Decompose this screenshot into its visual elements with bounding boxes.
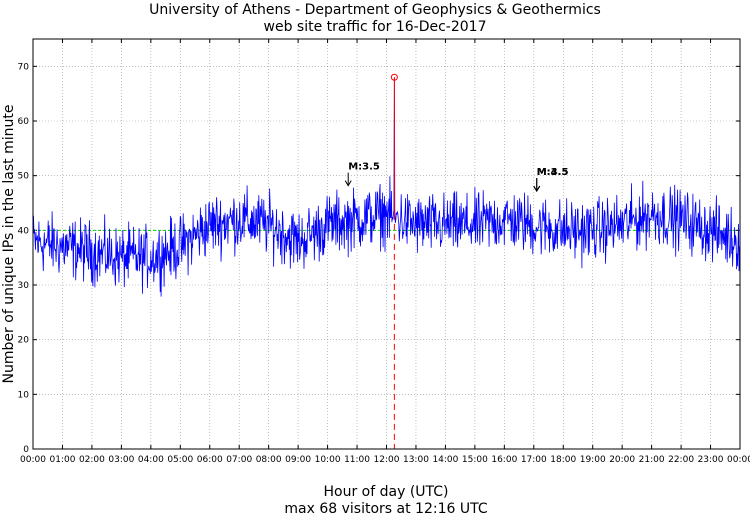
y-axis-label: Number of unique IPs in the last minute [1,105,17,384]
series-line [32,77,741,297]
x-tick-label: 01:00 [49,455,75,465]
x-tick-label: 14:00 [432,455,458,465]
chart-subtitle: web site traffic for 16-Dec-2017 [264,19,487,35]
y-tick-label: 70 [18,62,30,72]
x-tick-label: 00:00 [20,455,46,465]
earthquake-annotations: M:3.5 M:3.5M:4.5 [344,162,569,193]
annotation-arrowhead [533,185,541,193]
x-axis-label: Hour of day (UTC) [324,484,449,500]
x-tick-label: 20:00 [609,455,635,465]
annotation-label: M:4.5 [537,167,569,178]
x-axis-sublabel: max 68 visitors at 12:16 UTC [284,501,487,515]
x-tick-label: 03:00 [108,455,134,465]
annotation-label: M:3.5 [537,167,569,178]
x-tick-label: 16:00 [491,455,517,465]
x-tick-label: 08:00 [256,455,282,465]
x-tick-label: 12:00 [374,455,400,465]
x-tick-label: 23:00 [698,455,724,465]
x-tick-label: 17:00 [521,455,547,465]
x-tick-label: 09:00 [285,455,311,465]
x-tick-label: 00:00 [727,455,750,465]
x-tick-label: 06:00 [197,455,223,465]
y-tick-label: 60 [18,117,30,127]
plot-frame [32,38,741,450]
y-tick-label: 10 [18,390,30,400]
x-tick-label: 22:00 [668,455,694,465]
max-marker-point [390,73,398,81]
x-tick-label: 07:00 [226,455,252,465]
x-tick-label: 15:00 [462,455,488,465]
x-tick-label: 19:00 [580,455,606,465]
y-tick-label: 20 [18,336,30,346]
y-tick-label: 40 [18,226,30,236]
x-tick-label: 02:00 [79,455,105,465]
x-tick-label: 05:00 [167,455,193,465]
x-tick-label: 18:00 [550,455,576,465]
x-tick-label: 10:00 [315,455,341,465]
y-tick-label: 30 [18,281,30,291]
x-axis-ticks: 00:00 01:00 02:00 03:00 04:00 05:00 06:00 07:00… [20,39,750,465]
y-tick-label: 0 [23,445,29,455]
annotation-label: M:3.5 [348,162,380,173]
x-tick-label: 13:00 [403,455,429,465]
annotation-arrowhead [344,180,352,187]
y-tick-label: 50 [18,172,30,182]
x-tick-label: 11:00 [344,455,370,465]
chart-title: University of Athens - Department of Geo… [149,2,601,18]
x-tick-label: 21:00 [639,455,665,465]
x-tick-label: 04:00 [138,455,164,465]
